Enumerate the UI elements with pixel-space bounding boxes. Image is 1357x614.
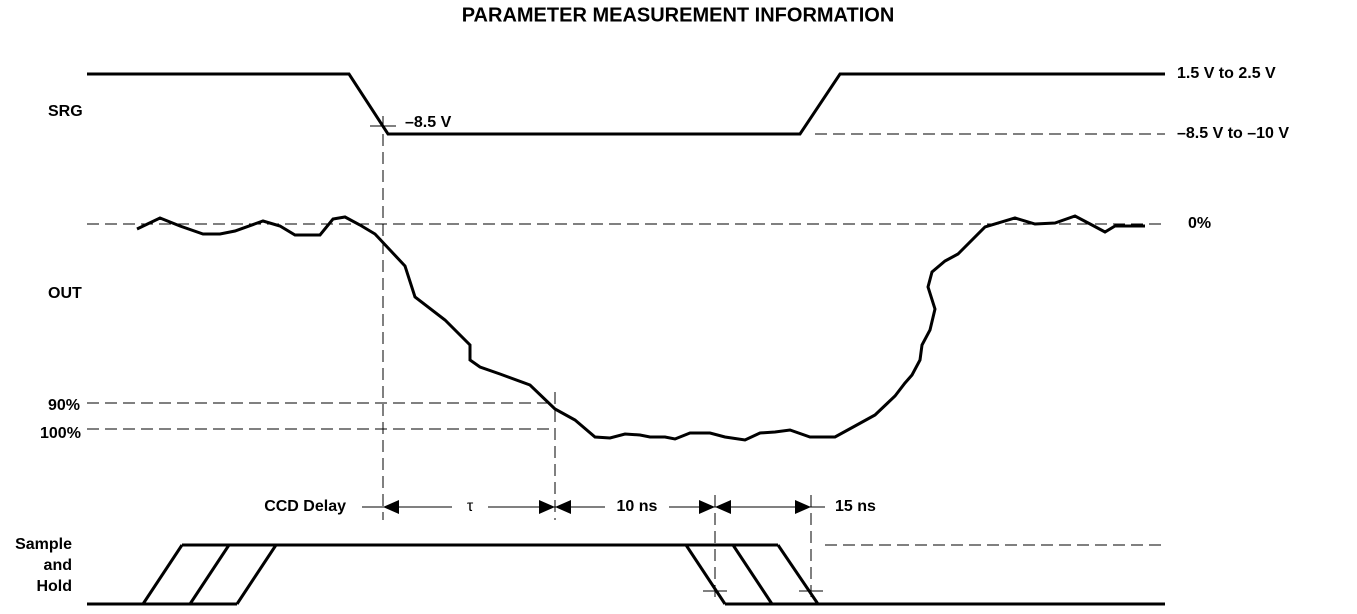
timing-label: τ [467,498,474,515]
arrowhead [383,500,399,514]
signal-label: OUT [48,285,82,302]
level-label: –8.5 V [405,114,452,131]
signal-label: Sample [15,536,72,553]
timing-label: CCD Delay [264,498,346,515]
level-label: 100% [40,425,81,442]
arrowhead [539,500,555,514]
level-label: 90% [48,397,80,414]
arrowhead [795,500,811,514]
sample-hold-waveform [87,543,1165,606]
timing-label: 10 ns [617,498,658,515]
signal-label: Hold [36,578,72,595]
timing-label: 15 ns [835,498,876,515]
arrowhead [699,500,715,514]
level-label: –8.5 V to –10 V [1177,125,1289,142]
label-bg [605,496,669,518]
signal-label: and [44,557,72,574]
title: PARAMETER MEASUREMENT INFORMATION [462,4,895,26]
level-label: 0% [1188,215,1211,232]
label-bg [452,496,488,518]
srg-waveform [87,72,1165,136]
out-waveform [136,214,1145,442]
level-label: 1.5 V to 2.5 V [1177,65,1276,82]
signal-label: SRG [48,103,83,120]
